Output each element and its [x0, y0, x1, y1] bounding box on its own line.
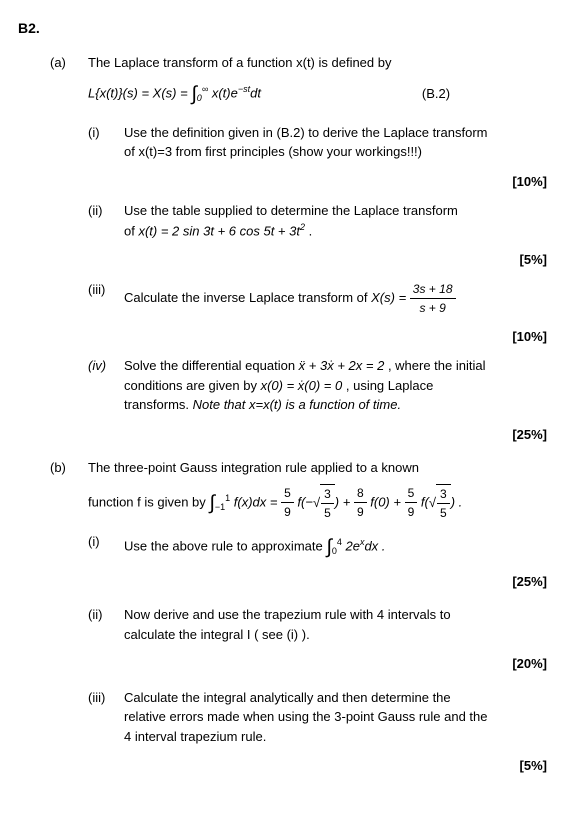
part-a-ii: (ii) Use the table supplied to determine…	[88, 201, 551, 240]
b-intro2-pre: function f is given by	[88, 494, 209, 509]
a-i-text1: Use the definition given in (B.2) to der…	[124, 123, 551, 143]
part-a: (a) The Laplace transform of a function …	[18, 53, 551, 448]
def-exp: −st	[238, 84, 250, 94]
b-arg3-post: ) .	[451, 494, 463, 509]
a-iii-label: (iii)	[88, 280, 124, 317]
b-iii-marks: [5%]	[88, 756, 551, 776]
a-iv-label: (iv)	[88, 356, 124, 415]
b-arg1-post: ) +	[335, 494, 354, 509]
a-iii-num: 3s + 18	[410, 280, 456, 299]
b-ii-marks: [20%]	[88, 654, 551, 674]
b-intro1: The three-point Gauss integration rule a…	[88, 458, 551, 478]
b-i-post: dx .	[364, 538, 385, 553]
a-iv-t3: transforms.	[124, 397, 193, 412]
part-b-iii: (iii) Calculate the integral analyticall…	[88, 688, 551, 747]
b-rad3-num: 3	[437, 485, 450, 504]
laplace-definition: L{x(t)}(s) = X(s) = ∫0∞ x(t)e−stdt (B.2)	[88, 79, 551, 109]
sqrt-icon: √35	[313, 484, 335, 522]
a-i-label: (i)	[88, 123, 124, 162]
a-iv-ic: x(0) = ẋ(0) = 0	[261, 378, 343, 393]
b-rad1-num: 3	[321, 485, 334, 504]
b-iii-text1: Calculate the integral analytically and …	[124, 688, 551, 708]
b-arg1-pre: f(−	[297, 494, 313, 509]
b-i-text-pre: Use the above rule to approximate	[124, 538, 326, 553]
a-iii-lhs: X(s) =	[371, 290, 410, 305]
part-a-iv: (iv) Solve the differential equation ẍ +…	[88, 356, 551, 415]
sqrt-icon: √35	[429, 484, 451, 522]
def-lhs: L{x(t)}(s) = X(s) =	[88, 85, 191, 100]
part-a-intro: The Laplace transform of a function x(t)…	[88, 53, 551, 73]
a-iii-text-pre: Calculate the inverse Laplace transform …	[124, 290, 371, 305]
def-tag: (B.2)	[261, 84, 551, 104]
a-iv-marks: [25%]	[88, 425, 551, 445]
a-iv-ode: ẍ + 3ẋ + 2x = 2	[299, 358, 385, 373]
a-iv-t1-pre: Solve the differential equation	[124, 358, 299, 373]
part-b-ii: (ii) Now derive and use the trapezium ru…	[88, 605, 551, 644]
b-iii-text3: 4 interval trapezium rule.	[124, 727, 551, 747]
a-ii-label: (ii)	[88, 201, 124, 240]
b-mid: f(0) +	[370, 494, 404, 509]
a-i-text2: of x(t)=3 from first principles (show yo…	[124, 142, 551, 162]
question-number: B2.	[18, 18, 551, 39]
def-integrand: x(t)e	[208, 85, 238, 100]
b-ii-label: (ii)	[88, 605, 124, 644]
b-rad3-den: 5	[437, 504, 450, 522]
a-iv-t2-post: , using Laplace	[346, 378, 433, 393]
def-dt: dt	[250, 85, 261, 100]
a-iii-marks: [10%]	[88, 327, 551, 347]
b-i-label: (i)	[88, 532, 124, 562]
b-i-integrand: 2e	[342, 538, 360, 553]
b-c2-den: 9	[354, 503, 367, 521]
part-a-label: (a)	[18, 53, 88, 448]
part-b-i: (i) Use the above rule to approximate ∫0…	[88, 532, 551, 562]
b-i-lower: 0	[332, 546, 337, 556]
b-rad1-den: 5	[321, 504, 334, 522]
b-c3: 59	[405, 484, 418, 521]
def-lower: 0	[197, 93, 202, 103]
a-i-marks: [10%]	[88, 172, 551, 192]
b-c3-den: 9	[405, 503, 418, 521]
part-b: (b) The three-point Gauss integration ru…	[18, 458, 551, 780]
b-arg3-pre: f(	[421, 494, 429, 509]
part-a-i: (i) Use the definition given in (B.2) to…	[88, 123, 551, 162]
a-ii-text2-pre: of	[124, 223, 138, 238]
b-iii-text2: relative errors made when using the 3-po…	[124, 707, 551, 727]
b-rule-lower: −1	[215, 502, 225, 512]
b-c2: 89	[354, 484, 367, 521]
b-c3-num: 5	[405, 484, 418, 503]
b-c1-den: 9	[281, 503, 294, 521]
a-iv-t2-pre: conditions are given by	[124, 378, 261, 393]
a-iv-t1-post: , where the initial	[388, 358, 486, 373]
part-a-iii: (iii) Calculate the inverse Laplace tran…	[88, 280, 551, 317]
part-b-label: (b)	[18, 458, 88, 780]
a-ii-expr: x(t) = 2 sin 3t + 6 cos 5t + 3t	[138, 223, 300, 238]
b-ii-text2: calculate the integral I ( see (i) ).	[124, 625, 551, 645]
b-iii-label: (iii)	[88, 688, 124, 747]
b-c1-num: 5	[281, 484, 294, 503]
a-ii-text1: Use the table supplied to determine the …	[124, 201, 551, 221]
a-ii-marks: [5%]	[88, 250, 551, 270]
b-ii-text1: Now derive and use the trapezium rule wi…	[124, 605, 551, 625]
a-ii-expr-post: .	[305, 223, 312, 238]
a-iii-den: s + 9	[410, 299, 456, 317]
b-rule-integrand: f(x)dx =	[230, 494, 281, 509]
a-iv-note: Note that x=x(t) is a function of time.	[193, 397, 401, 412]
b-c1: 59	[281, 484, 294, 521]
b-c2-num: 8	[354, 484, 367, 503]
b-i-marks: [25%]	[88, 572, 551, 592]
a-iii-frac: 3s + 18 s + 9	[410, 280, 456, 317]
